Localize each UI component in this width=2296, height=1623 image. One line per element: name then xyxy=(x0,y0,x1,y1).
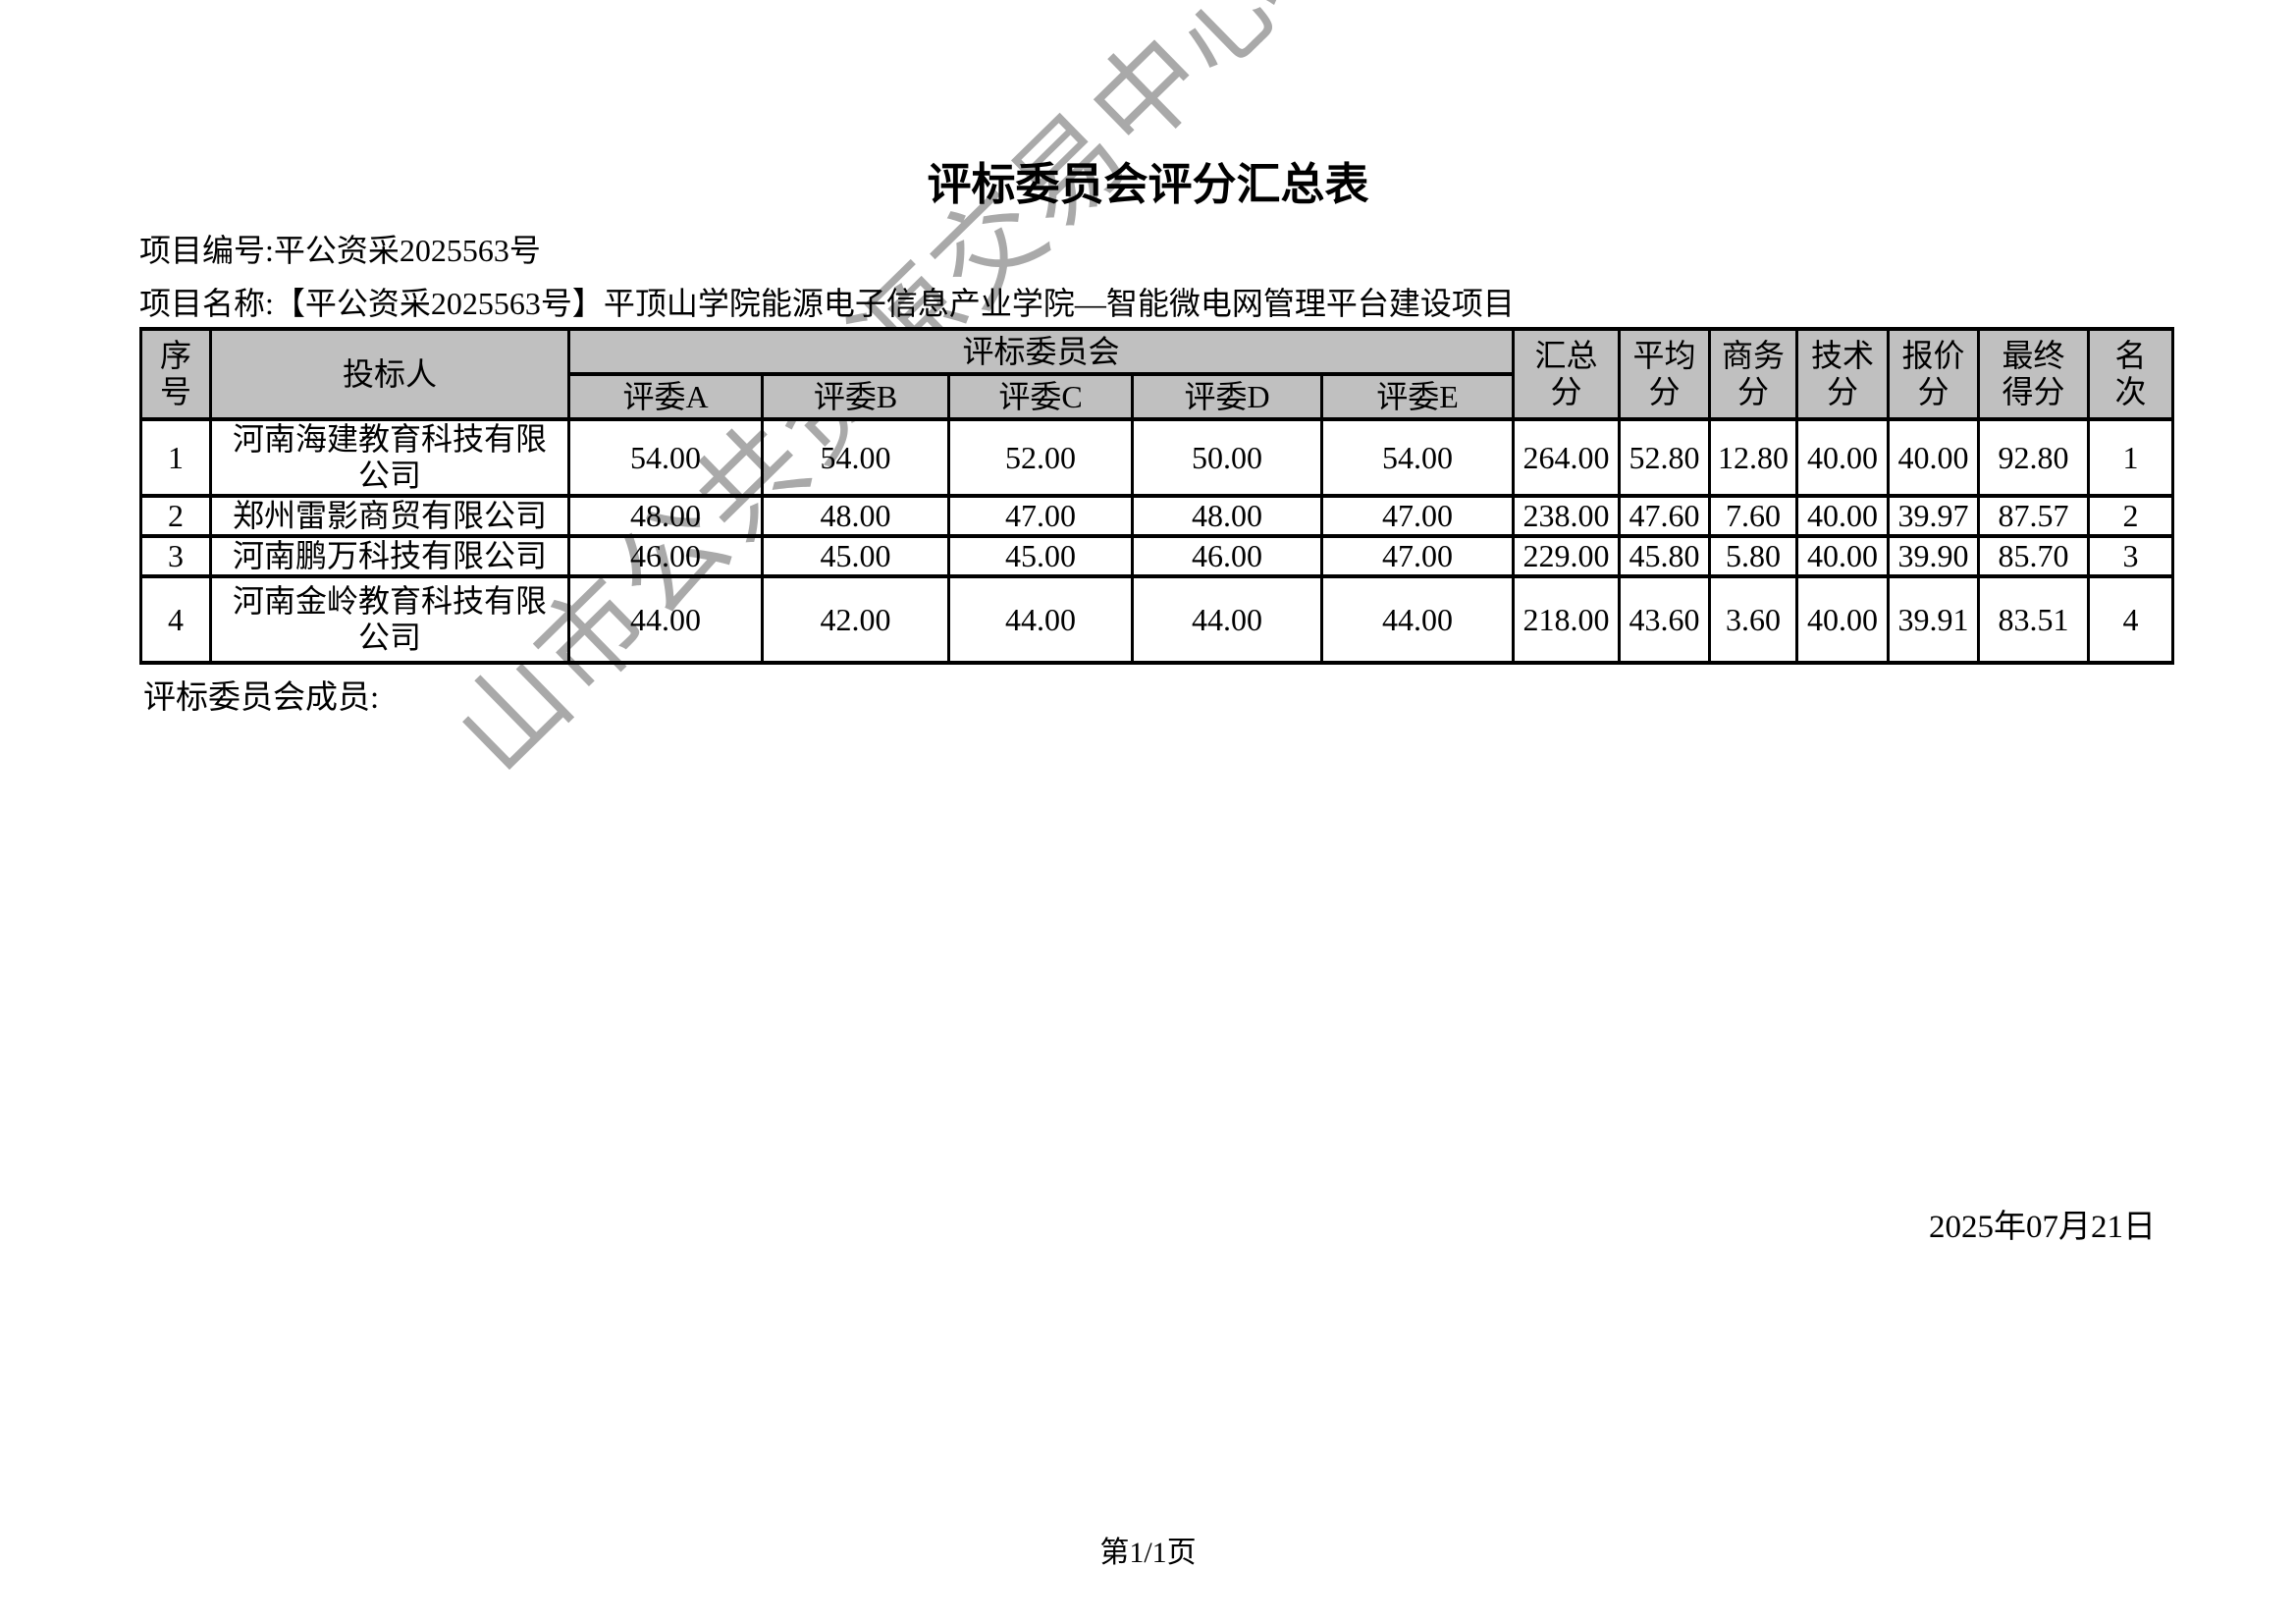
cell-final: 83.51 xyxy=(1977,574,2091,665)
cell-score-c: 52.00 xyxy=(947,417,1134,498)
table-row: 2 郑州雷影商贸有限公司 48.00 48.00 47.00 48.00 47.… xyxy=(139,494,2175,538)
cell-bidder: 河南海建教育科技有限 公司 xyxy=(209,417,570,498)
cell-business: 7.60 xyxy=(1708,494,1799,538)
cell-sum: 264.00 xyxy=(1512,417,1622,498)
cell-rank: 3 xyxy=(2087,534,2175,578)
table-row: 3 河南鹏万科技有限公司 46.00 45.00 45.00 46.00 47.… xyxy=(139,534,2175,578)
header-business: 商务 分 xyxy=(1708,327,1799,421)
cell-business: 5.80 xyxy=(1708,534,1799,578)
header-bidder: 投标人 xyxy=(209,327,570,421)
cell-price: 39.91 xyxy=(1887,574,1981,665)
header-final: 最终 得分 xyxy=(1977,327,2091,421)
header-price: 报价 分 xyxy=(1887,327,1981,421)
score-summary-table: 序 号 投标人 评标委员会 汇总 分 平均 分 商务 分 技术 分 报价 分 最… xyxy=(139,327,2175,665)
cell-seq: 1 xyxy=(139,417,212,498)
cell-avg: 52.80 xyxy=(1618,417,1712,498)
cell-score-b: 42.00 xyxy=(761,574,950,665)
cell-price: 39.97 xyxy=(1887,494,1981,538)
page-number: 第1/1页 xyxy=(1099,1537,1197,1569)
cell-score-d: 44.00 xyxy=(1131,574,1323,665)
cell-avg: 43.60 xyxy=(1618,574,1712,665)
cell-rank: 1 xyxy=(2087,417,2175,498)
header-row-judges: 评委A 评委B 评委C 评委D 评委E xyxy=(141,372,2173,421)
cell-score-c: 45.00 xyxy=(947,534,1134,578)
header-judge-a: 评委A xyxy=(567,372,764,421)
cell-score-e: 54.00 xyxy=(1319,417,1516,498)
cell-final: 92.80 xyxy=(1977,417,2091,498)
cell-avg: 47.60 xyxy=(1618,494,1712,538)
cell-price: 39.90 xyxy=(1887,534,1981,578)
cell-tech: 40.00 xyxy=(1795,534,1891,578)
header-row-top: 序 号 投标人 评标委员会 汇总 分 平均 分 商务 分 技术 分 报价 分 最… xyxy=(139,327,2175,421)
cell-score-c: 47.00 xyxy=(947,494,1134,538)
cell-rank: 4 xyxy=(2087,574,2175,665)
cell-sum: 229.00 xyxy=(1512,534,1622,578)
cell-score-b: 45.00 xyxy=(761,534,950,578)
page-title: 评标委员会评分汇总表 xyxy=(927,160,1369,209)
header-seq: 序 号 xyxy=(139,327,212,421)
cell-score-a: 44.00 xyxy=(567,574,764,665)
cell-score-d: 50.00 xyxy=(1131,417,1323,498)
header-rank: 名 次 xyxy=(2087,327,2175,421)
cell-final: 87.57 xyxy=(1977,494,2091,538)
cell-score-e: 47.00 xyxy=(1319,534,1516,578)
cell-score-a: 54.00 xyxy=(567,417,764,498)
cell-score-b: 48.00 xyxy=(761,494,950,538)
header-judge-b: 评委B xyxy=(761,372,950,421)
project-code-line: 项目编号:平公资采2025563号 xyxy=(139,233,541,268)
cell-avg: 45.80 xyxy=(1618,534,1712,578)
cell-final: 85.70 xyxy=(1977,534,2091,578)
table-row: 4 河南金岭教育科技有限 公司 44.00 42.00 44.00 44.00 … xyxy=(139,574,2175,665)
document-date: 2025年07月21日 xyxy=(1929,1210,2156,1245)
cell-tech: 40.00 xyxy=(1795,494,1891,538)
cell-score-c: 44.00 xyxy=(947,574,1134,665)
header-judge-c: 评委C xyxy=(947,372,1134,421)
committee-members-label: 评标委员会成员: xyxy=(143,680,380,716)
header-committee: 评标委员会 xyxy=(566,327,1516,376)
cell-price: 40.00 xyxy=(1887,417,1981,498)
header-judge-d: 评委D xyxy=(1131,372,1323,421)
project-name-line: 项目名称:【平公资采2025563号】平顶山学院能源电子信息产业学院—智能微电网… xyxy=(139,286,1515,321)
header-sum: 汇总 分 xyxy=(1512,327,1622,421)
cell-score-d: 48.00 xyxy=(1131,494,1323,538)
cell-score-a: 46.00 xyxy=(567,534,764,578)
cell-sum: 238.00 xyxy=(1512,494,1622,538)
cell-seq: 4 xyxy=(139,574,212,665)
cell-score-e: 47.00 xyxy=(1319,494,1516,538)
cell-seq: 3 xyxy=(139,534,212,578)
cell-tech: 40.00 xyxy=(1795,417,1891,498)
cell-score-a: 48.00 xyxy=(567,494,764,538)
cell-rank: 2 xyxy=(2087,494,2175,538)
cell-score-b: 54.00 xyxy=(761,417,950,498)
cell-seq: 2 xyxy=(139,494,212,538)
header-avg: 平均 分 xyxy=(1618,327,1712,421)
cell-business: 3.60 xyxy=(1708,574,1799,665)
table-row: 1 河南海建教育科技有限 公司 54.00 54.00 52.00 50.00 … xyxy=(139,417,2175,498)
cell-business: 12.80 xyxy=(1708,417,1799,498)
cell-sum: 218.00 xyxy=(1512,574,1622,665)
cell-tech: 40.00 xyxy=(1795,574,1891,665)
cell-bidder: 河南鹏万科技有限公司 xyxy=(209,534,570,578)
header-tech: 技术 分 xyxy=(1795,327,1891,421)
cell-bidder: 河南金岭教育科技有限 公司 xyxy=(209,574,570,665)
cell-score-d: 46.00 xyxy=(1131,534,1323,578)
header-judge-e: 评委E xyxy=(1319,372,1516,421)
cell-bidder: 郑州雷影商贸有限公司 xyxy=(209,494,570,538)
cell-score-e: 44.00 xyxy=(1319,574,1516,665)
